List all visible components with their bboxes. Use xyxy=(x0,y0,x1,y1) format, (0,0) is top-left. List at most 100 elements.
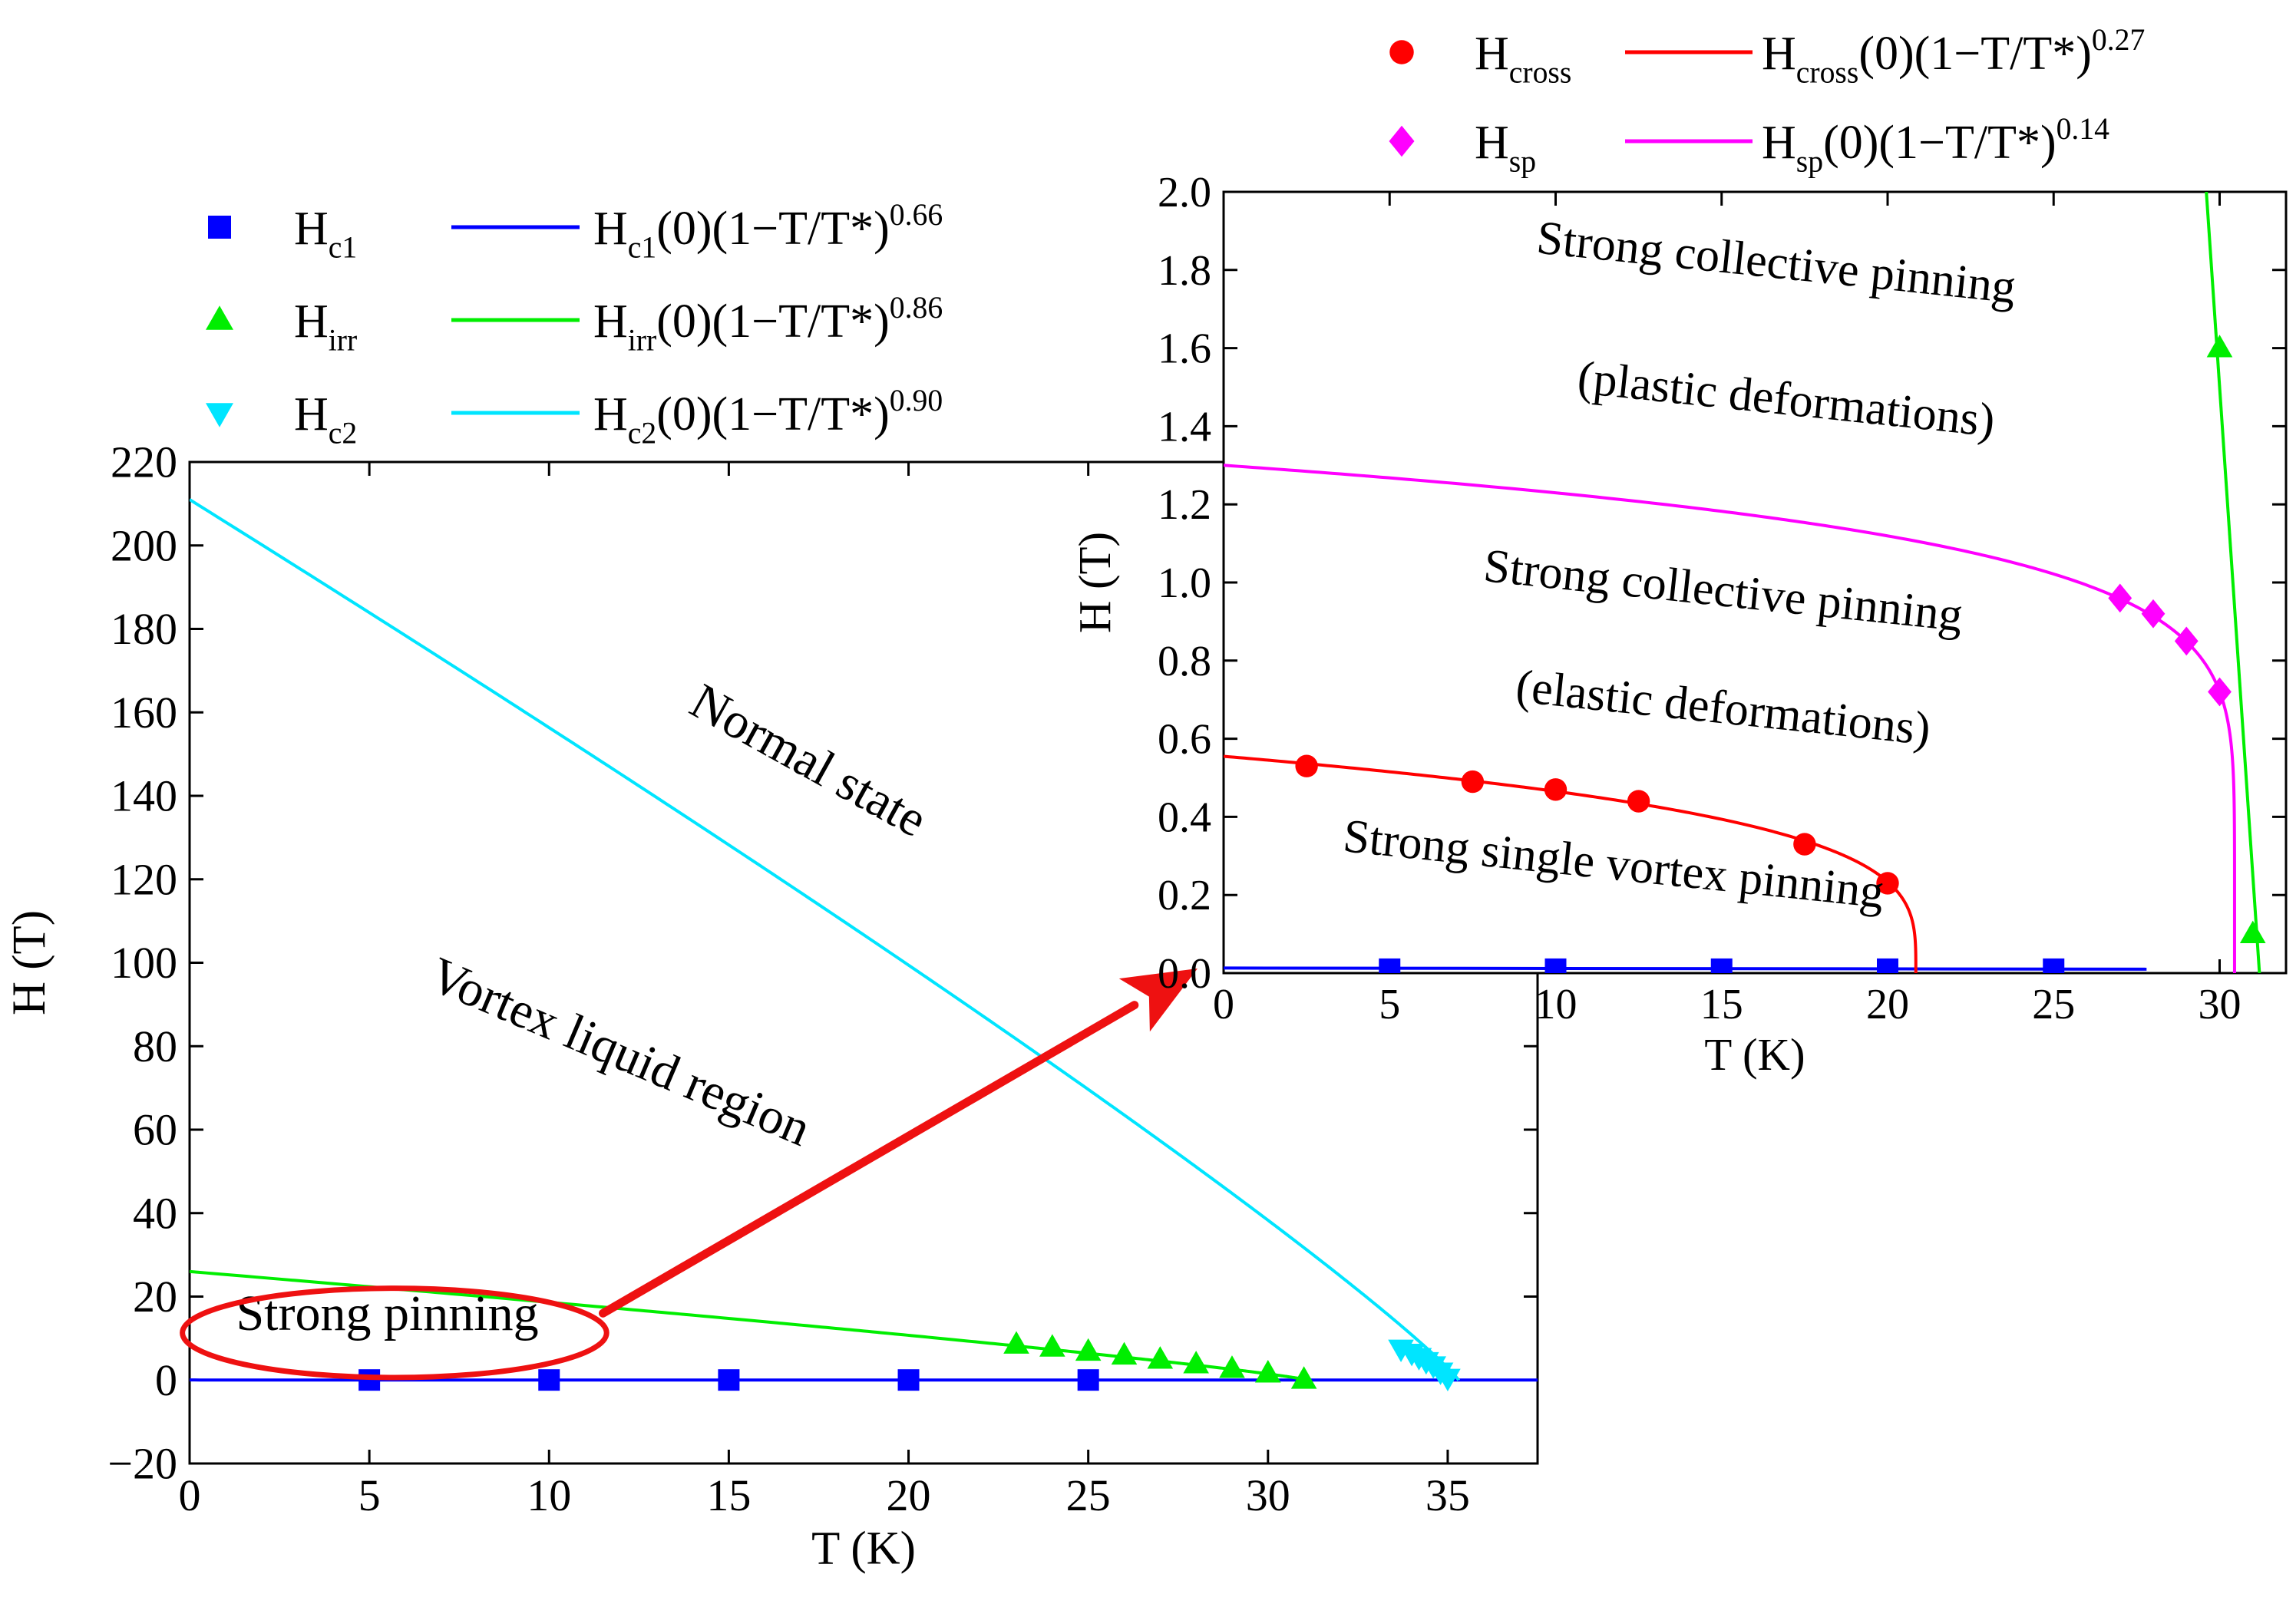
y-tick-label: 20 xyxy=(133,1272,177,1322)
data-point-irr xyxy=(1075,1338,1102,1361)
x-tick-label: 25 xyxy=(2032,981,2075,1028)
data-point-sp xyxy=(2141,599,2166,629)
y-tick-label: 0.8 xyxy=(1158,638,1211,685)
x-tick-label: 35 xyxy=(1426,1470,1470,1520)
y-tick-label: 1.0 xyxy=(1158,559,1211,607)
data-point-irr xyxy=(2239,920,2266,943)
legend-label-c1: Hc1 xyxy=(294,203,357,264)
arrow-head xyxy=(1118,968,1198,1032)
x-tick-label: 0 xyxy=(179,1470,201,1520)
legend-label-sp: Hsp xyxy=(1475,117,1536,178)
x-tick-label: 20 xyxy=(1866,981,1909,1028)
y-tick-label: 0.4 xyxy=(1158,794,1211,841)
data-point-cross xyxy=(1544,778,1568,801)
legend-entry-sp: Hsp Hsp(0)(1−T/T*)0.14 xyxy=(1389,112,2109,178)
legend-fit-label-irr: Hirr(0)(1−T/T*)0.86 xyxy=(593,291,943,357)
data-point-c1 xyxy=(897,1369,920,1391)
data-point-irr xyxy=(1219,1355,1245,1378)
legend-fit-label-sp: Hsp(0)(1−T/T*)0.14 xyxy=(1762,112,2109,178)
x-tick-label: 5 xyxy=(1379,981,1400,1028)
data-point-c1 xyxy=(1077,1369,1099,1391)
y-tick-label: 180 xyxy=(111,604,177,654)
data-point-c1 xyxy=(2043,958,2065,973)
data-point-irr xyxy=(1039,1334,1065,1357)
data-point-cross xyxy=(1461,770,1485,794)
plot-area xyxy=(190,498,1538,1392)
arrow-shaft xyxy=(599,1001,1139,1318)
x-tick-label: 30 xyxy=(1246,1470,1290,1520)
data-point-irr xyxy=(1111,1341,1138,1365)
legend-marker-sp xyxy=(1389,125,1415,157)
data-point-cross xyxy=(1793,833,1816,856)
guide-line xyxy=(1224,966,2147,971)
legend-marker-c1 xyxy=(208,216,231,239)
legend-entry-irr: Hirr Hirr(0)(1−T/T*)0.86 xyxy=(206,291,943,357)
legend-label-irr: Hirr xyxy=(294,295,357,357)
legend-entry-c2: Hc2 Hc2(0)(1−T/T*)0.90 xyxy=(206,384,943,450)
zoom-arrow xyxy=(599,968,1198,1318)
data-point-cross xyxy=(1627,790,1650,813)
x-tick-label: 15 xyxy=(1700,981,1743,1028)
x-tick-label: 30 xyxy=(2199,981,2241,1028)
data-point-irr xyxy=(1147,1346,1174,1369)
y-tick-label: 140 xyxy=(111,771,177,821)
x-tick-label: 10 xyxy=(527,1470,571,1520)
y-tick-label: 1.2 xyxy=(1158,481,1211,529)
legend-fit-label-c1: Hc1(0)(1−T/T*)0.66 xyxy=(593,198,943,264)
y-tick-label: 100 xyxy=(111,938,177,988)
y-tick-label: 0.0 xyxy=(1158,950,1211,998)
data-point-irr xyxy=(1290,1366,1317,1389)
y-tick-label: 1.8 xyxy=(1158,247,1211,295)
y-tick-label: 1.4 xyxy=(1158,403,1211,450)
data-point-cross xyxy=(1295,754,1318,777)
x-tick-label: 15 xyxy=(706,1470,751,1520)
plot-area xyxy=(1224,192,2266,973)
y-tick-label: 0 xyxy=(155,1355,177,1405)
legend-marker-c2 xyxy=(206,403,233,427)
data-point-sp xyxy=(2108,583,2132,613)
x-tick-label: 25 xyxy=(1066,1470,1111,1520)
guide-line xyxy=(2205,192,2261,973)
data-point-sp xyxy=(2174,626,2199,656)
data-point-irr xyxy=(1255,1360,1281,1383)
fit-curve-cross xyxy=(1224,754,1918,973)
fit-curve-sp xyxy=(1224,464,2236,973)
data-point-c1 xyxy=(1379,958,1401,973)
y-tick-label: 200 xyxy=(111,520,177,570)
x-axis-title: T (K) xyxy=(1704,1030,1805,1080)
data-point-c1 xyxy=(538,1369,560,1391)
data-point-c2 xyxy=(1435,1368,1461,1392)
y-tick-label: 40 xyxy=(133,1188,177,1238)
legend-marker-cross xyxy=(1389,40,1414,64)
data-point-irr xyxy=(2206,335,2233,358)
y-tick-label: 220 xyxy=(111,437,177,487)
y-tick-label: 1.6 xyxy=(1158,325,1211,373)
data-point-irr xyxy=(1003,1331,1029,1354)
plot-frame xyxy=(1222,190,2288,975)
x-tick-label: 10 xyxy=(1535,981,1577,1028)
legend-entry-c1: Hc1 Hc1(0)(1−T/T*)0.66 xyxy=(208,198,943,264)
y-axis-title: H (T) xyxy=(1070,532,1120,633)
legend-fit-label-c2: Hc2(0)(1−T/T*)0.90 xyxy=(593,384,943,450)
legend-marker-irr xyxy=(206,305,233,330)
legend-label-cross: Hcross xyxy=(1475,28,1571,89)
data-point-c1 xyxy=(1710,958,1733,973)
data-point-c1 xyxy=(718,1369,740,1391)
data-point-c1 xyxy=(1544,958,1567,973)
y-tick-label: 0.6 xyxy=(1158,716,1211,764)
y-tick-label: 2.0 xyxy=(1158,169,1211,216)
inset-chart: 0 5 10 15 20 25 30 0.0 0.2 0.4 0.6 0.8 1.0 1.2 1.4 1.6 1… xyxy=(1070,23,2288,1080)
y-tick-label: 80 xyxy=(133,1021,177,1071)
data-point-sp xyxy=(2208,677,2232,707)
legend-entry-cross: Hcross Hcross(0)(1−T/T*)0.27 xyxy=(1389,23,2145,89)
y-tick-label: 120 xyxy=(111,854,177,904)
legend-fit-label-cross: Hcross(0)(1−T/T*)0.27 xyxy=(1762,23,2145,89)
data-point-c1 xyxy=(1877,958,1898,973)
x-tick-label: 0 xyxy=(1213,981,1234,1028)
x-tick-label: 5 xyxy=(358,1470,381,1520)
x-tick-label: 20 xyxy=(887,1470,931,1520)
y-tick-label: 160 xyxy=(111,688,177,738)
y-axis-title: H (T) xyxy=(4,910,55,1015)
y-tick-label: 0.2 xyxy=(1158,872,1211,919)
